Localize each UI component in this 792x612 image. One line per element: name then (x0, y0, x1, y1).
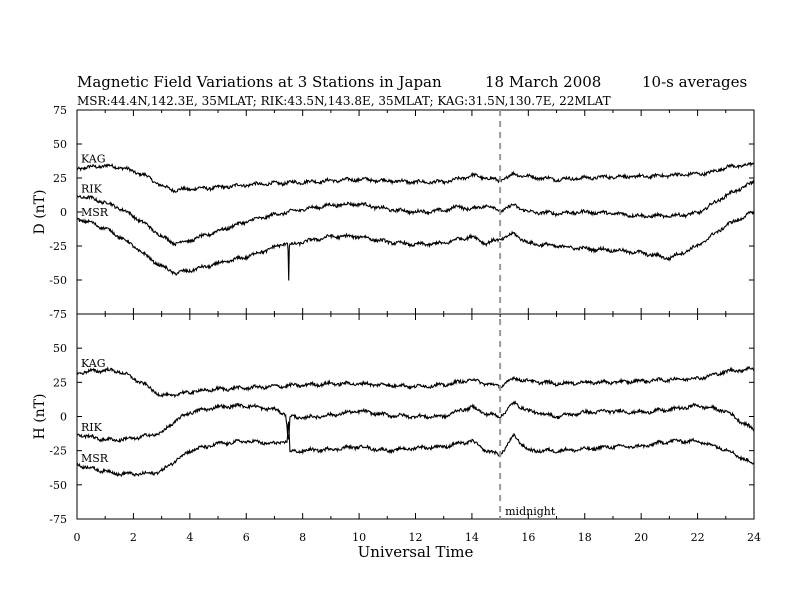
midnight-label: midnight (505, 505, 556, 518)
y-tick-label: 50 (53, 342, 67, 355)
series-line-kag-top (76, 161, 755, 194)
x-tick-label: 18 (578, 531, 592, 544)
y-axis-label: H (nT) (32, 394, 48, 440)
series-line-msr-bottom (76, 421, 755, 478)
y-tick-label: -75 (49, 513, 67, 526)
y-tick-label: -25 (49, 240, 67, 253)
y-tick-label: 0 (60, 206, 67, 219)
title-averaging: 10-s averages (642, 73, 748, 91)
x-tick-label: 16 (521, 531, 535, 544)
x-tick-label: 2 (130, 531, 137, 544)
x-tick-label: 10 (352, 531, 366, 544)
title-date: 18 March 2008 (485, 73, 602, 91)
x-tick-label: 0 (74, 531, 81, 544)
title-text: Magnetic Field Variations at 3 Stations … (77, 73, 442, 91)
series-line-rik-top (76, 179, 755, 247)
series-label-kag: KAG (81, 153, 106, 166)
y-tick-label: -75 (49, 308, 67, 321)
x-tick-label: 12 (409, 531, 423, 544)
y-tick-label: -50 (49, 274, 67, 287)
series-label-msr: MSR (81, 206, 109, 219)
series-label-kag: KAG (81, 357, 106, 370)
series-label-rik: RIK (81, 421, 103, 434)
y-tick-label: 25 (53, 172, 67, 185)
y-tick-label: 25 (53, 376, 67, 389)
station-coordinates: MSR:44.4N,142.3E, 35MLAT; RIK:43.5N,143.… (77, 94, 611, 108)
x-tick-label: 8 (299, 531, 306, 544)
x-tick-label: 24 (747, 531, 761, 544)
x-axis-label: Universal Time (358, 543, 474, 561)
series-line-rik-bottom (76, 400, 755, 444)
series-label-msr: MSR (81, 452, 109, 465)
x-tick-label: 14 (465, 531, 479, 544)
y-tick-label: 75 (53, 104, 67, 117)
x-tick-label: 6 (243, 531, 250, 544)
x-tick-label: 22 (691, 531, 705, 544)
x-tick-label: 20 (634, 531, 648, 544)
series-line-kag-bottom (76, 365, 755, 399)
y-tick-label: 0 (60, 411, 67, 424)
series-label-rik: RIK (81, 182, 103, 195)
x-tick-label: 4 (186, 531, 193, 544)
y-tick-label: -25 (49, 445, 67, 458)
y-tick-label: -50 (49, 479, 67, 492)
y-axis-label: D (nT) (32, 190, 48, 235)
series-line-msr-top (76, 210, 755, 281)
y-tick-label: 50 (53, 138, 67, 151)
